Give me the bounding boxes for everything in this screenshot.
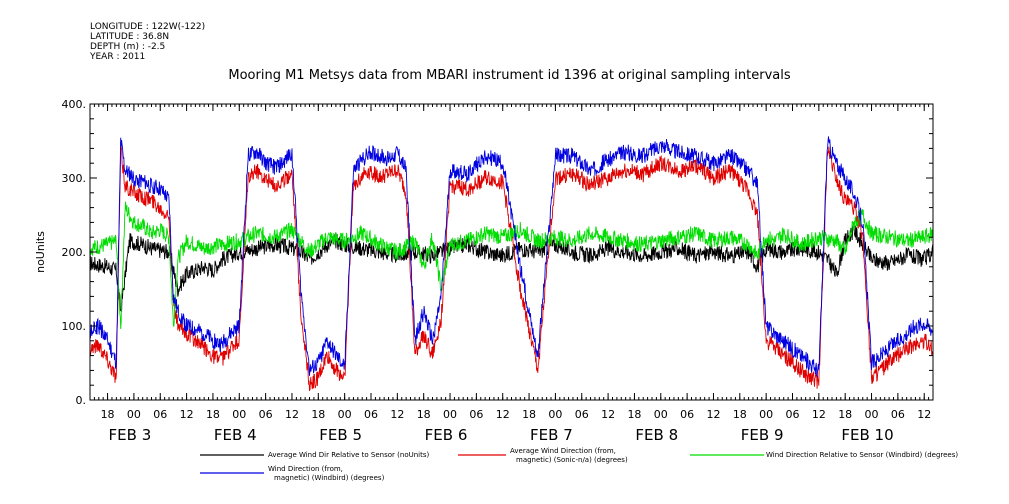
x-tick-label: 12 [601,408,615,421]
legend-label: Wind Direction Relative to Sensor (Windb… [766,451,958,459]
x-tick-label: 06 [891,408,905,421]
chart-title: Mooring M1 Metsys data from MBARI instru… [228,68,791,83]
x-day-label: FEB 4 [214,426,257,444]
series-line-3 [89,201,934,330]
y-tick-label: 400. [62,98,87,111]
x-tick-label: 12 [390,408,404,421]
x-tick-label: 06 [786,408,800,421]
x-tick-label: 18 [522,408,536,421]
x-tick-label: 06 [259,408,273,421]
x-day-label: FEB 6 [425,426,468,444]
legend-label: magnetic) (Windbird) (degrees) [274,474,385,482]
y-tick-label: 300. [62,172,87,185]
x-day-label: FEB 10 [841,426,893,444]
latitude-text: LATITUDE : 36.8N [90,32,170,42]
metadata-header: LONGITUDE : 122W(-122) LATITUDE : 36.8N … [90,22,205,62]
x-tick-label: 12 [917,408,931,421]
legend-label: Average Wind Dir Relative to Sensor (noU… [268,451,429,459]
x-tick-label: 12 [812,408,826,421]
legend-label: magnetic) (Sonic-n/a) (degrees) [516,456,628,464]
x-tick-label: 00 [759,408,773,421]
x-tick-label: 18 [627,408,641,421]
longitude-text: LONGITUDE : 122W(-122) [90,22,206,32]
x-day-label: FEB 7 [530,426,573,444]
x-tick-label: 18 [733,408,747,421]
x-tick-label: 18 [101,408,115,421]
year-text: YEAR : 2011 [90,52,146,62]
x-tick-label: 06 [469,408,483,421]
x-tick-label: 12 [285,408,299,421]
x-tick-label: 18 [206,408,220,421]
y-tick-label: 0. [76,394,87,407]
x-tick-label: 00 [654,408,668,421]
y-tick-label: 100. [62,320,87,333]
axes-layer: 18 00 06 12 18 00 06 12 18 00 06 12 18 00 06 12 18 00 06 12… [62,98,934,444]
x-tick-label: 12 [180,408,194,421]
x-tick-label: 18 [311,408,325,421]
legend: Average Wind Dir Relative to Sensor (noU… [200,447,958,482]
x-tick-label: 00 [443,408,457,421]
x-tick-label: 00 [865,408,879,421]
y-tick-label: 200. [62,246,87,259]
x-day-label: FEB 5 [319,426,362,444]
x-day-label: FEB 8 [635,426,678,444]
x-day-label: FEB 9 [741,426,784,444]
x-tick-label: 00 [338,408,352,421]
x-tick-label: 00 [232,408,246,421]
x-tick-label: 00 [127,408,141,421]
series-line-4 [89,136,934,378]
x-tick-label: 06 [680,408,694,421]
x-tick-label: 06 [575,408,589,421]
series-layer [89,136,934,392]
x-tick-label: 12 [496,408,510,421]
x-tick-label: 06 [153,408,167,421]
legend-label: Wind Direction (from, [268,465,343,473]
x-day-label: FEB 3 [109,426,152,444]
x-tick-label: 12 [706,408,720,421]
x-tick-label: 06 [364,408,378,421]
x-tick-label: 18 [417,408,431,421]
legend-label: Average Wind Direction (from, [510,447,616,455]
x-tick-label: 18 [838,408,852,421]
depth-text: DEPTH (m) : -2.5 [90,42,166,52]
x-tick-label: 00 [548,408,562,421]
y-axis-label: noUnits [34,231,47,273]
